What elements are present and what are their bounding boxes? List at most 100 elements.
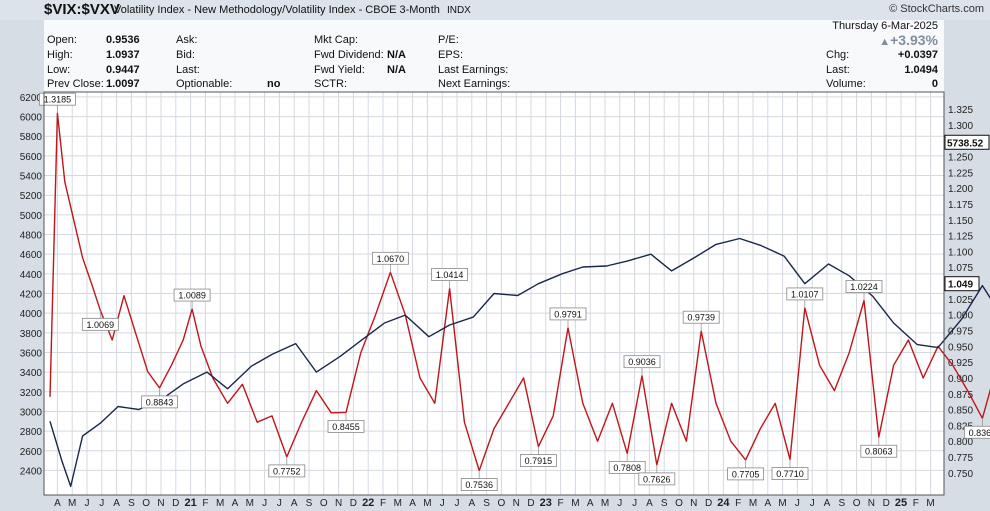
y-right-tick-label: 1.075 [948,263,973,274]
chg-value: +0.0397 [897,49,938,61]
x-tick-label: J [795,498,800,509]
prev-close-label: Prev Close: [47,78,104,90]
y-right-tick-label: 0.825 [948,421,973,432]
stockcharts-watermark: © StockCharts.com [889,3,984,15]
x-tick-label: M [601,498,609,509]
y-left-tick-label: 4800 [20,231,43,242]
x-tick-label: J [455,498,460,509]
y-right-tick-label: 1.300 [948,121,973,132]
y-right-tick-label: 1.000 [948,311,973,322]
x-tick-label: 23 [540,497,552,509]
y-left-tick-label: 2800 [20,427,43,438]
y-left-tick-label: 5600 [20,152,43,163]
x-tick-label: O [853,498,861,509]
x-tick-label: N [868,498,875,509]
chart-symbol: $VIX:$VXV [44,1,120,18]
x-tick-label: D [527,498,534,509]
x-tick-label: 24 [717,497,730,509]
x-tick-label: S [661,498,668,509]
y-right-tick-label: 0.950 [948,342,973,353]
x-tick-label: A [113,498,120,509]
y-left-tick-label: 5200 [20,191,43,202]
change-percent-value: +3.93% [890,32,938,48]
x-tick-label: D [705,498,712,509]
x-tick-label: S [306,498,313,509]
y-left-tick-label: 3800 [20,329,43,340]
x-tick-label: A [232,498,239,509]
prev-close-value: 1.0097 [106,78,140,90]
x-tick-label: J [810,498,815,509]
y-right-tick-label: 0.925 [948,358,973,369]
x-tick-label: M [571,498,579,509]
pe-label: P/E: [438,34,459,46]
x-tick-label: J [440,498,445,509]
x-tick-label: F [202,498,208,509]
x-tick-label: N [335,498,342,509]
y-left-tick-label: 3000 [20,407,43,418]
annotation-label: 0.8363 [969,428,990,438]
chart-description: Volatility Index - New Methodology/Volat… [114,4,471,16]
x-tick-label: M [68,498,76,509]
x-tick-label: S [128,498,135,509]
last-value-left-label: 5738.52 [947,138,984,149]
y-right-tick-label: 0.800 [948,437,973,448]
y-right-tick-label: 0.750 [948,469,973,480]
annotation-box [964,425,990,439]
bid-label: Bid: [176,49,195,61]
x-tick-label: A [764,498,771,509]
x-tick-label: D [172,498,179,509]
x-tick-label: 25 [895,497,907,509]
x-tick-label: 22 [362,497,374,509]
y-left-tick-label: 5400 [20,172,43,183]
x-tick-label: F [735,498,741,509]
x-tick-label: J [277,498,282,509]
chg-label: Chg: [826,49,850,61]
y-right-tick-label: 0.900 [948,374,973,385]
x-tick-label: O [320,498,328,509]
y-left-tick-label: 5000 [20,211,43,222]
y-right-tick-label: 0.775 [948,453,973,464]
x-tick-label: M [778,498,786,509]
x-tick-label: F [913,498,919,509]
x-tick-label: A [587,498,594,509]
y-right-tick-label: 1.150 [948,216,973,227]
next-earnings-label: Next Earnings: [438,78,511,90]
plot-area [44,92,944,495]
x-tick-label: J [99,498,104,509]
mkt-cap-label: Mkt Cap: [314,34,359,46]
y-left-tick-label: 4600 [20,250,43,261]
y-right-tick-label: 1.250 [948,153,973,164]
volume-label: Volume: [826,78,866,90]
y-right-tick-label: 1.325 [948,105,973,116]
x-tick-label: O [675,498,683,509]
y-right-tick-label: 1.050 [948,279,973,290]
y-right-tick-label: 0.875 [948,390,973,401]
fwd-dividend-value: N/A [387,49,406,61]
fwd-yield-value: N/A [387,64,406,76]
y-right-tick-label: 1.275 [948,137,973,148]
y-right-tick-label: 1.175 [948,200,973,211]
y-right-tick-label: 1.100 [948,247,973,258]
x-tick-label: N [690,498,697,509]
last-r-label: Last: [826,64,850,76]
x-tick-label: M [926,498,934,509]
fwd-dividend-label: Fwd Dividend: [314,49,384,61]
x-tick-label: A [409,498,416,509]
last-value-right-label: 1.049 [948,280,973,291]
high-value: 1.0937 [106,49,140,61]
fwd-yield-label: Fwd Yield: [314,64,365,76]
y-left-tick-label: 3600 [20,348,43,359]
last-label: Last: [176,64,200,76]
y-left-tick-label: 4000 [20,309,43,320]
x-tick-label: J [617,498,622,509]
x-tick-label: A [291,498,298,509]
x-tick-label: F [558,498,564,509]
sctr-label: SCTR: [314,78,347,90]
x-tick-label: 21 [184,497,196,509]
x-tick-label: J [632,498,637,509]
y-right-tick-label: 1.200 [948,184,973,195]
description-text: Volatility Index - New Methodology/Volat… [114,4,440,16]
open-label: Open: [47,34,77,46]
y-left-tick-label: 6200 [20,93,43,104]
last-value-tag-left [944,134,990,150]
